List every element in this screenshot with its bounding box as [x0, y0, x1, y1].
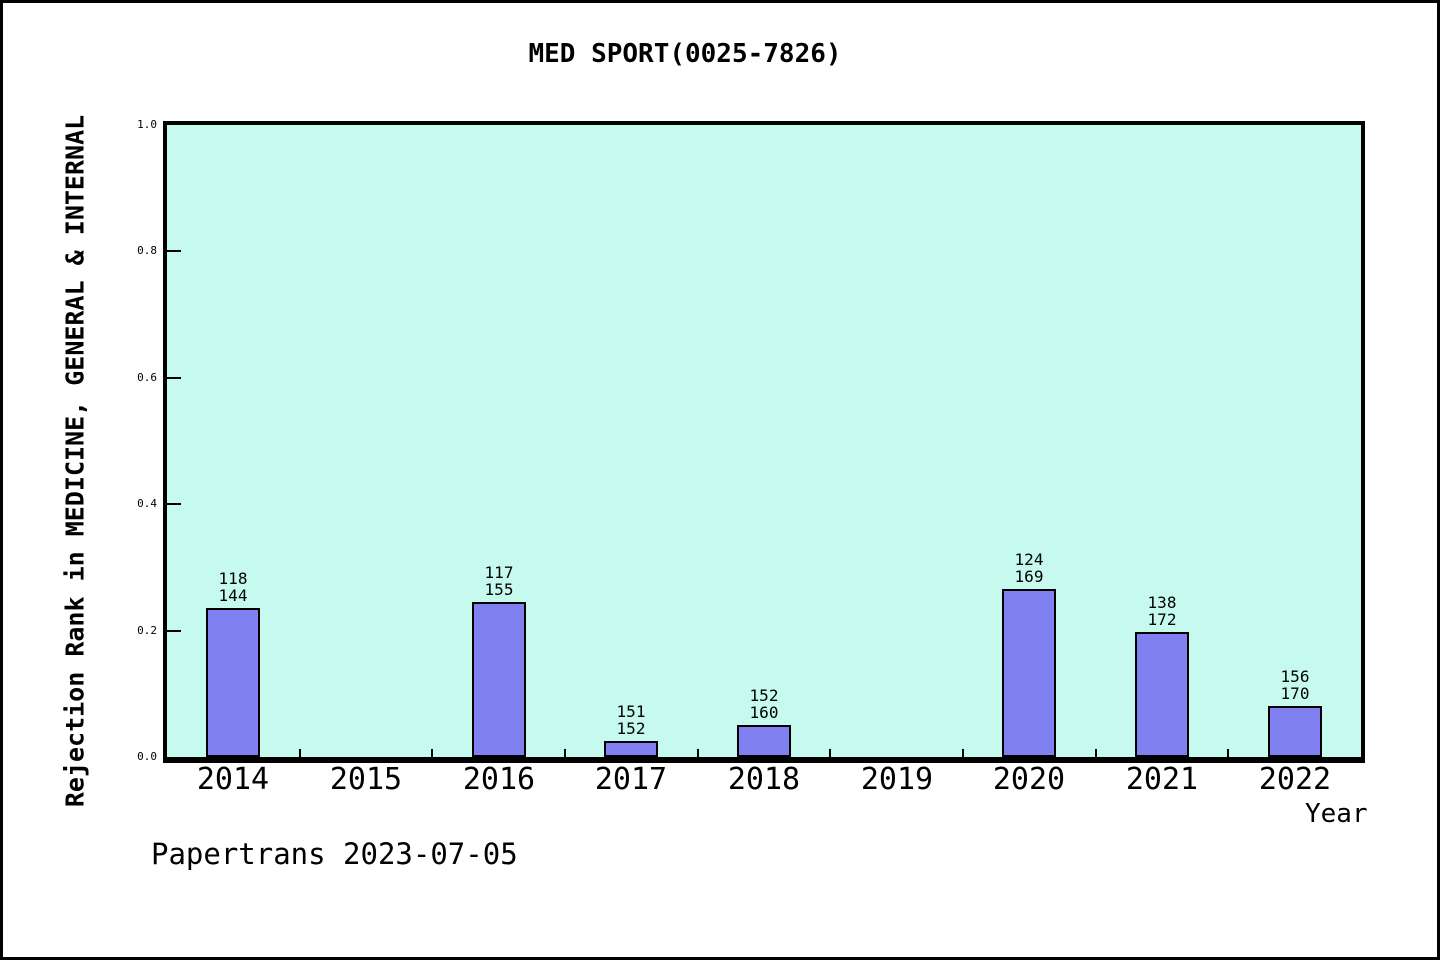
x-tick-label: 2022 [1258, 762, 1332, 797]
y-tick-label: 0.6 [137, 370, 157, 384]
bar-value-label: 156 170 [1280, 667, 1310, 703]
x-tick-mark [962, 749, 964, 757]
x-tick-mark [1094, 749, 1097, 757]
y-tick-label: 1.0 [137, 118, 157, 131]
x-tick-label: 2017 [594, 762, 668, 797]
plot-area [163, 121, 1365, 763]
x-tick-mark [564, 749, 566, 757]
x-tick-mark [431, 749, 434, 757]
y-tick-label: 0.0 [137, 750, 157, 763]
bar-2021 [1135, 632, 1189, 757]
bar-2017 [604, 741, 658, 757]
y-tick-label: 0.4 [137, 497, 157, 511]
bar-2022 [1268, 706, 1322, 757]
y-tick-label: 0.8 [137, 244, 157, 258]
x-tick-mark [298, 749, 301, 757]
bar-2016 [472, 602, 526, 757]
bar-2018 [737, 725, 791, 757]
bar-value-label: 117 155 [484, 563, 514, 599]
watermark-text: Papertrans 2023-07-05 [151, 837, 518, 871]
bar-value-label: 152 160 [749, 686, 779, 722]
x-tick-label: 2016 [462, 762, 536, 797]
x-tick-label: 2014 [196, 762, 270, 797]
x-tick-label: 2020 [992, 762, 1066, 797]
y-tick-mark [167, 376, 181, 379]
x-tick-mark [696, 749, 699, 757]
y-axis-label: Rejection Rank in MEDICINE, GENERAL & IN… [60, 114, 90, 808]
chart-title: MED SPORT(0025-7826) [528, 39, 842, 69]
x-tick-label: 2018 [727, 762, 801, 797]
y-tick-label: 0.2 [137, 623, 157, 637]
x-tick-label: 2015 [329, 762, 403, 797]
x-tick-label: 2021 [1125, 762, 1199, 797]
bar-2020 [1002, 589, 1056, 757]
y-tick-mark [167, 503, 181, 506]
x-tick-mark [829, 749, 832, 757]
y-tick-mark [167, 629, 181, 632]
x-axis-label: Year [1305, 799, 1368, 829]
bar-value-label: 138 172 [1147, 593, 1177, 629]
x-tick-label: 2019 [860, 762, 934, 797]
bar-value-label: 151 152 [616, 702, 646, 738]
y-tick-mark [167, 250, 181, 253]
bar-2014 [206, 608, 260, 757]
x-tick-mark [1227, 749, 1230, 757]
bar-value-label: 118 144 [218, 569, 248, 605]
bar-value-label: 124 169 [1014, 550, 1044, 586]
